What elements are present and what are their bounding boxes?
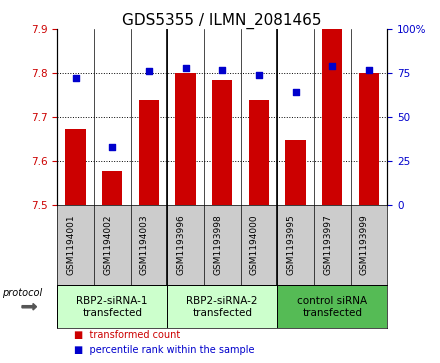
Bar [286,140,306,205]
Bar [66,129,86,205]
Point [182,65,189,71]
Text: GSM1193997: GSM1193997 [323,215,332,276]
Point [109,144,116,150]
Point [219,66,226,72]
Bar [249,100,269,205]
Bar [167,285,277,328]
Bar [277,285,387,328]
Point [292,89,299,95]
Text: RBP2-siRNA-1
transfected: RBP2-siRNA-1 transfected [77,296,148,318]
Text: GSM1193998: GSM1193998 [213,215,222,276]
Bar [102,171,122,205]
Title: GDS5355 / ILMN_2081465: GDS5355 / ILMN_2081465 [122,13,322,29]
Point [365,66,372,72]
Bar [139,100,159,205]
Bar [212,81,232,205]
Bar [57,285,167,328]
Point [255,72,262,78]
Text: control siRNA
transfected: control siRNA transfected [297,296,367,318]
Text: GSM1194001: GSM1194001 [66,215,76,275]
Text: RBP2-siRNA-2
transfected: RBP2-siRNA-2 transfected [187,296,258,318]
Text: GSM1193996: GSM1193996 [176,215,186,276]
Text: protocol: protocol [2,287,42,298]
Bar [176,73,196,205]
Text: ■  percentile rank within the sample: ■ percentile rank within the sample [74,345,254,355]
Point [329,63,336,69]
Bar [322,29,342,205]
Point [72,76,79,81]
Text: GSM1193999: GSM1193999 [360,215,369,276]
Text: ■  transformed count: ■ transformed count [74,330,180,340]
Text: GSM1194002: GSM1194002 [103,215,112,275]
Text: GSM1194000: GSM1194000 [250,215,259,275]
Bar [359,73,379,205]
Point [145,68,152,74]
Text: GSM1194003: GSM1194003 [140,215,149,275]
Text: GSM1193995: GSM1193995 [286,215,296,276]
